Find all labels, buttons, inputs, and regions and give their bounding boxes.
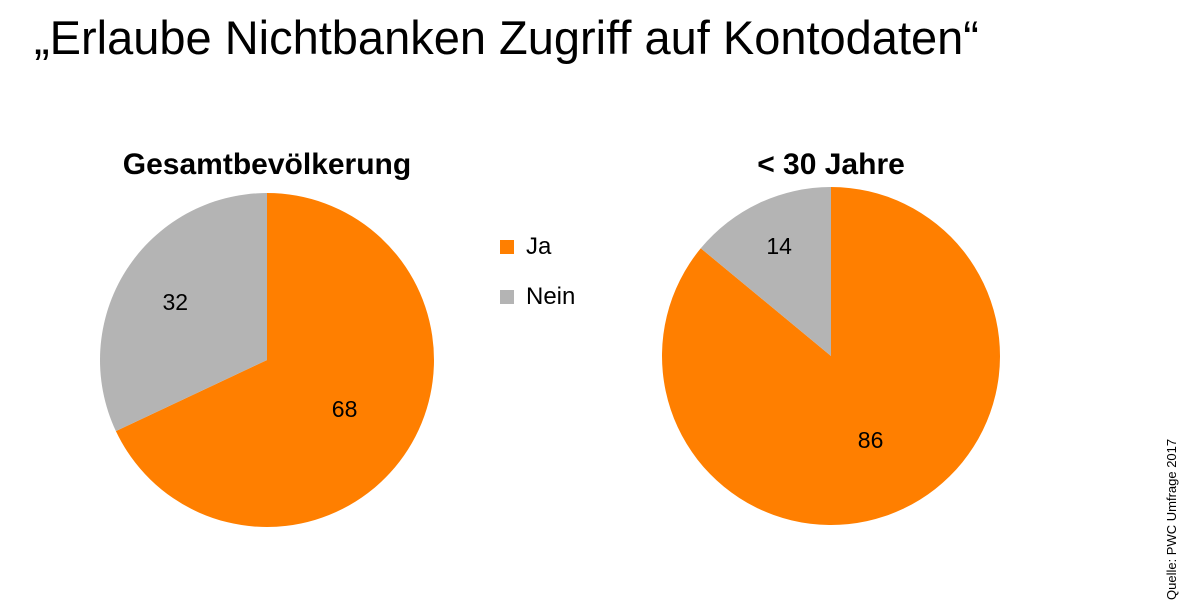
source-note: Quelle: PWC Umfrage 2017 xyxy=(1164,438,1179,600)
pie-title-unter-30: < 30 Jahre xyxy=(757,148,905,181)
slice-label-unter-30-ja: 86 xyxy=(858,427,884,453)
legend: Ja Nein xyxy=(500,222,575,322)
legend-item-ja: Ja xyxy=(500,222,575,272)
legend-item-nein: Nein xyxy=(500,272,575,322)
pie-slice-unter-30-ja xyxy=(662,187,1001,525)
pie-chart-gesamt: Gesamtbevölkerung 68 32 xyxy=(99,148,434,527)
slice-label-gesamt-ja: 68 xyxy=(332,396,358,422)
pie-slice-gesamt-ja xyxy=(115,193,434,527)
pie-slice-unter-30-nein xyxy=(700,187,831,356)
legend-swatch-nein xyxy=(500,290,514,304)
pie-title-gesamt: Gesamtbevölkerung xyxy=(123,148,411,181)
legend-label-nein: Nein xyxy=(526,283,576,310)
slice-label-gesamt-nein: 32 xyxy=(163,289,189,315)
pie-slice-gesamt-nein xyxy=(99,192,267,432)
legend-swatch-ja xyxy=(500,240,514,254)
page-title: „Erlaube Nichtbanken Zugriff auf Kontoda… xyxy=(34,11,979,64)
pie-chart-unter-30: < 30 Jahre 86 14 xyxy=(662,148,1001,525)
legend-label-ja: Ja xyxy=(526,233,552,260)
slice-label-unter-30-nein: 14 xyxy=(766,233,792,259)
